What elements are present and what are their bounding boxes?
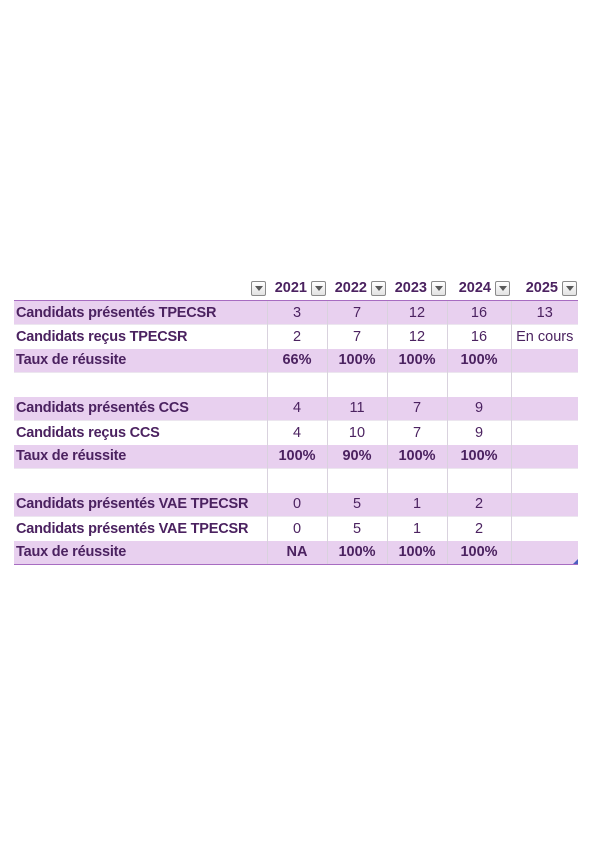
table-cell: 100%: [446, 348, 511, 373]
table-row: Taux de réussite 100% 90% 100% 100%: [14, 444, 578, 469]
table-cell: 2: [446, 492, 511, 517]
table-cell: 7: [386, 396, 447, 421]
table-cell: 5: [326, 492, 387, 517]
table-cell: 12: [386, 324, 447, 349]
row-label: Candidats présentés VAE TPECSR: [14, 492, 267, 517]
table-cell: [446, 468, 511, 493]
table-cell: 5: [326, 516, 387, 541]
header-year-2023: 2023: [387, 276, 447, 301]
year-label: 2021: [274, 280, 307, 296]
table-cell: En cours: [510, 324, 578, 349]
header-year-2025: 2025: [511, 276, 578, 301]
filter-dropdown-icon[interactable]: [431, 280, 446, 296]
row-label: Candidats présentés VAE TPECSR: [14, 516, 267, 541]
table-row: Candidats présentés VAE TPECSR 0 5 1 2: [14, 492, 578, 517]
year-label: 2023: [394, 280, 427, 296]
row-label: Taux de réussite: [14, 444, 267, 469]
row-label: Candidats reçus TPECSR: [14, 324, 267, 349]
table-cell: [510, 468, 578, 493]
row-label: Taux de réussite: [14, 540, 267, 565]
table-row: Candidats reçus CCS 4 10 7 9: [14, 420, 578, 445]
table-cell: 100%: [446, 540, 511, 565]
table-resize-handle-icon[interactable]: [573, 559, 578, 564]
table-row: [14, 468, 578, 493]
row-label: [14, 372, 267, 397]
table-cell: 12: [386, 300, 447, 325]
header-label-cell: [14, 276, 267, 301]
table-cell: 0: [266, 492, 327, 517]
table-cell: [326, 372, 387, 397]
table-cell: [386, 372, 447, 397]
table-cell: 7: [386, 420, 447, 445]
table-row: Candidats présentés TPECSR 3 7 12 16 13: [14, 300, 578, 325]
table-cell: 11: [326, 396, 387, 421]
table-cell: 100%: [386, 444, 447, 469]
table-cell: 4: [266, 420, 327, 445]
table-cell: 3: [266, 300, 327, 325]
table-cell: 2: [266, 324, 327, 349]
table-cell: [510, 516, 578, 541]
table-cell: 0: [266, 516, 327, 541]
table-cell: 16: [446, 324, 511, 349]
filter-dropdown-icon[interactable]: [562, 280, 577, 296]
table-cell: 100%: [386, 348, 447, 373]
year-label: 2022: [334, 280, 367, 296]
table-cell: 1: [386, 492, 447, 517]
table-cell: [326, 468, 387, 493]
filter-dropdown-icon[interactable]: [495, 280, 510, 296]
table-cell: [510, 372, 578, 397]
table-cell: [510, 348, 578, 373]
row-label: [14, 468, 267, 493]
table-cell: 100%: [266, 444, 327, 469]
table-cell: [386, 468, 447, 493]
table-cell: [510, 492, 578, 517]
table-row: Candidats reçus TPECSR 2 7 12 16 En cour…: [14, 324, 578, 349]
header-year-2021: 2021: [267, 276, 327, 301]
table-cell: 9: [446, 420, 511, 445]
table-cell: [266, 468, 327, 493]
year-label: 2025: [525, 280, 558, 296]
table-cell: [266, 372, 327, 397]
table-row: Candidats présentés VAE TPECSR 0 5 1 2: [14, 516, 578, 541]
filter-dropdown-icon[interactable]: [371, 280, 386, 296]
table-cell: 90%: [326, 444, 387, 469]
table-cell: 2: [446, 516, 511, 541]
table-row: Candidats présentés CCS 4 11 7 9: [14, 396, 578, 421]
table-cell: 7: [326, 300, 387, 325]
table-cell: 7: [326, 324, 387, 349]
table-cell: 100%: [446, 444, 511, 469]
results-table: 2021 2022 2023 2024 2025 Candidats prése…: [14, 276, 578, 565]
table-cell: 100%: [326, 540, 387, 565]
table-row: Taux de réussite NA 100% 100% 100%: [14, 540, 578, 565]
table-cell: [510, 540, 578, 565]
table-cell: [510, 396, 578, 421]
table-cell: 13: [510, 300, 578, 325]
header-row: 2021 2022 2023 2024 2025: [14, 276, 578, 301]
table-cell: [510, 444, 578, 469]
header-year-2024: 2024: [447, 276, 511, 301]
filter-dropdown-icon[interactable]: [251, 280, 266, 296]
table-cell: 100%: [386, 540, 447, 565]
table-cell: 16: [446, 300, 511, 325]
header-year-2022: 2022: [327, 276, 387, 301]
year-label: 2024: [458, 280, 491, 296]
table-cell: 1: [386, 516, 447, 541]
table-cell: [446, 372, 511, 397]
table-row: Taux de réussite 66% 100% 100% 100%: [14, 348, 578, 373]
table-cell: NA: [266, 540, 327, 565]
filter-dropdown-icon[interactable]: [311, 280, 326, 296]
row-label: Taux de réussite: [14, 348, 267, 373]
row-label: Candidats présentés TPECSR: [14, 300, 267, 325]
table-cell: 4: [266, 396, 327, 421]
row-label: Candidats reçus CCS: [14, 420, 267, 445]
table-cell: [510, 420, 578, 445]
table-cell: 66%: [266, 348, 327, 373]
row-label: Candidats présentés CCS: [14, 396, 267, 421]
table-cell: 9: [446, 396, 511, 421]
table-row: [14, 372, 578, 397]
table-cell: 10: [326, 420, 387, 445]
table-cell: 100%: [326, 348, 387, 373]
